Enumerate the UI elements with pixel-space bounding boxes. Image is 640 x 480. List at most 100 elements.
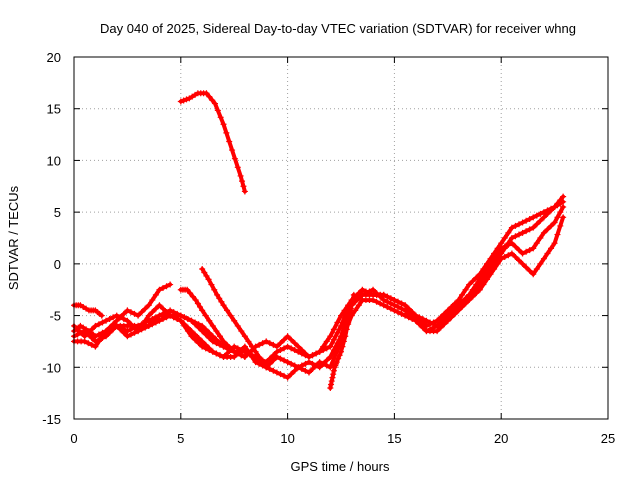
data-point [437, 324, 444, 331]
data-point [199, 343, 206, 350]
data-point [149, 309, 156, 316]
data-point [394, 309, 401, 316]
data-point [377, 300, 384, 307]
data-point [183, 96, 190, 103]
data-point [355, 290, 362, 297]
data-point [523, 248, 530, 255]
data-point [320, 347, 327, 354]
data-point [466, 297, 473, 304]
data-point [281, 357, 288, 364]
data-point [216, 333, 223, 340]
data-point [206, 329, 213, 336]
data-point [537, 235, 544, 241]
data-point [519, 219, 526, 226]
data-point [205, 276, 212, 283]
data-point [277, 371, 284, 378]
data-point [342, 333, 349, 340]
data-point [526, 226, 533, 233]
y-tick-label: 0 [54, 257, 61, 272]
data-point [131, 310, 138, 317]
data-point [540, 214, 547, 221]
data-point [540, 255, 547, 262]
data-point [259, 359, 266, 366]
data-point [412, 312, 419, 319]
data-point [346, 312, 353, 319]
data-point [152, 305, 159, 312]
data-point [124, 333, 131, 340]
data-point [124, 317, 131, 324]
y-tick-label: 15 [47, 102, 61, 117]
data-point [160, 316, 166, 323]
data-point [284, 374, 291, 381]
data-point [448, 309, 455, 316]
data-point [309, 360, 316, 367]
data-point [462, 286, 469, 293]
data-point [437, 314, 444, 321]
series-track-g [178, 287, 247, 359]
data-point [208, 281, 215, 288]
data-point [95, 331, 102, 338]
data-point [323, 362, 330, 369]
data-point [487, 255, 494, 262]
data-point [330, 336, 337, 343]
data-point [167, 312, 174, 319]
data-point [238, 352, 245, 359]
data-point [127, 321, 134, 328]
data-point [487, 271, 494, 278]
data-point [194, 300, 201, 307]
data-point [533, 240, 540, 247]
data-point [288, 345, 295, 352]
data-point [313, 350, 320, 357]
data-point [340, 338, 347, 345]
data-point [266, 366, 273, 373]
data-point [203, 272, 210, 279]
data-point [270, 357, 277, 364]
data-point [505, 252, 512, 259]
data-point [98, 312, 105, 319]
data-point [239, 178, 246, 185]
data-point [441, 310, 448, 317]
data-point [241, 343, 248, 350]
data-point [259, 340, 266, 347]
data-point [92, 343, 99, 350]
data-point [201, 269, 208, 276]
data-point [448, 303, 455, 310]
data-point [343, 326, 350, 333]
data-point [313, 362, 320, 369]
data-point [557, 209, 564, 216]
data-point [329, 374, 336, 381]
data-point [209, 333, 216, 340]
data-point [540, 229, 547, 236]
data-point [533, 212, 540, 219]
data-point [451, 305, 458, 312]
series-track-g-markers [177, 286, 248, 360]
data-point [345, 319, 352, 326]
data-point [387, 305, 394, 312]
data-point [78, 329, 85, 336]
data-point [427, 321, 433, 328]
data-point [544, 250, 551, 257]
data-point [103, 328, 110, 335]
data-point [359, 291, 366, 298]
data-point [512, 222, 519, 229]
data-point [284, 359, 291, 366]
data-point [214, 291, 221, 298]
data-point [434, 328, 441, 335]
data-point [288, 371, 295, 378]
series-track-b-markers [71, 203, 567, 371]
data-point [184, 328, 191, 335]
data-point [480, 281, 487, 288]
data-point [537, 210, 544, 217]
data-point [120, 316, 127, 323]
y-tick-label: -15 [42, 412, 61, 427]
data-point [548, 245, 555, 252]
data-point [99, 319, 106, 326]
y-tick-label: 10 [47, 153, 61, 168]
data-point [505, 241, 512, 248]
data-point [302, 350, 309, 357]
series-track-c-markers [71, 198, 567, 360]
data-point [202, 331, 209, 338]
y-axis-label: SDTVAR / TECUs [6, 185, 21, 290]
data-point [530, 271, 537, 278]
x-tick-label: 5 [177, 431, 184, 446]
